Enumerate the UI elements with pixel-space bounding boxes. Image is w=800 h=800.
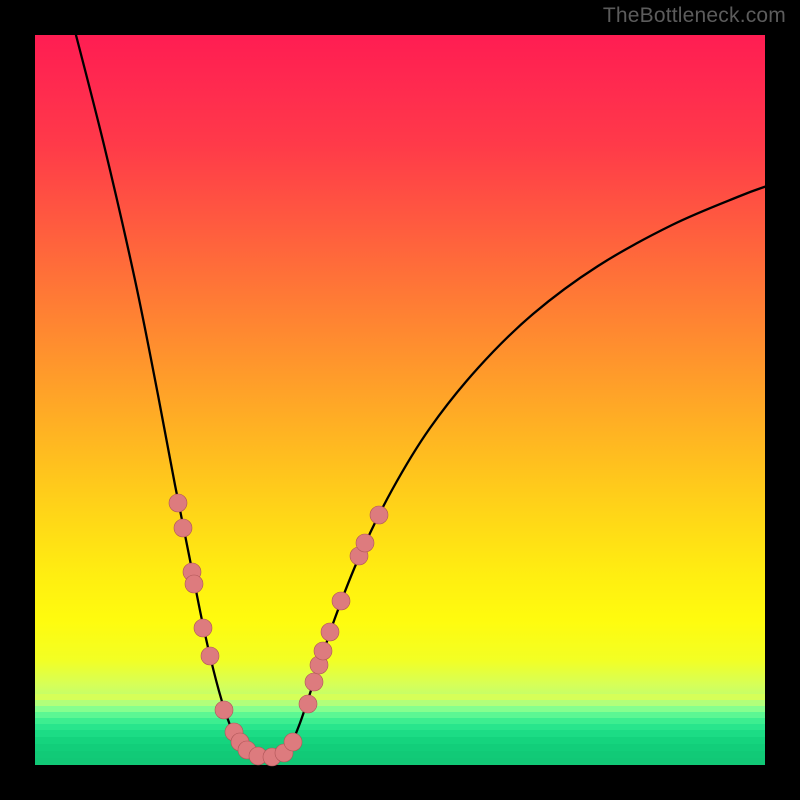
data-dot-22 [370, 506, 388, 524]
data-dot-0 [169, 494, 187, 512]
green-band-8 [35, 744, 765, 751]
green-band-5 [35, 724, 765, 730]
stage: TheBottleneck.com [0, 0, 800, 800]
data-dot-13 [284, 733, 302, 751]
data-dot-3 [185, 575, 203, 593]
green-band-1 [35, 700, 765, 706]
data-dot-4 [194, 619, 212, 637]
green-band-10 [35, 758, 765, 765]
watermark-text: TheBottleneck.com [603, 4, 786, 28]
chart-svg [0, 0, 800, 800]
data-dot-21 [356, 534, 374, 552]
green-band-7 [35, 737, 765, 744]
plot-background [35, 35, 765, 765]
data-dot-17 [314, 642, 332, 660]
data-dot-15 [305, 673, 323, 691]
data-dot-1 [174, 519, 192, 537]
green-band-0 [35, 694, 765, 700]
green-band-4 [35, 718, 765, 724]
green-band-2 [35, 706, 765, 712]
data-dot-6 [215, 701, 233, 719]
green-band-6 [35, 730, 765, 737]
green-band-9 [35, 751, 765, 758]
data-dot-14 [299, 695, 317, 713]
data-dot-18 [321, 623, 339, 641]
data-dot-19 [332, 592, 350, 610]
data-dot-5 [201, 647, 219, 665]
green-band-3 [35, 712, 765, 718]
